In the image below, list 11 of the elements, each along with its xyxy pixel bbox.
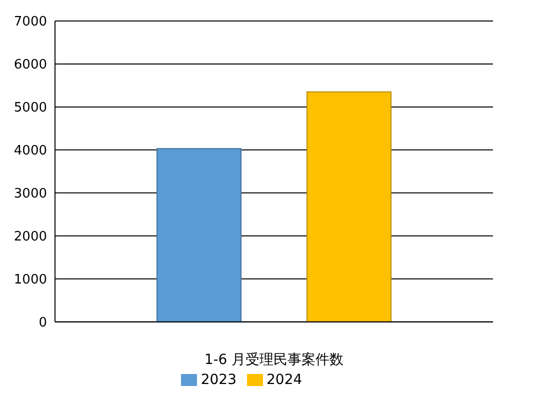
legend-label: 2023: [200, 372, 236, 388]
y-tick-label: 7000: [14, 14, 47, 30]
y-tick-label: 1000: [14, 272, 47, 288]
y-tick-label: 4000: [14, 144, 47, 159]
legend-label: 2024: [266, 372, 302, 388]
y-tick-label: 6000: [14, 58, 47, 73]
y-tick-label: 3000: [14, 186, 47, 202]
y-tick-label: 2000: [14, 229, 47, 244]
x-tick-label: 1-6 月受理民事案件数: [204, 350, 344, 368]
y-tick-label: 0: [38, 315, 47, 330]
y-tick-label: 5000: [14, 100, 47, 116]
